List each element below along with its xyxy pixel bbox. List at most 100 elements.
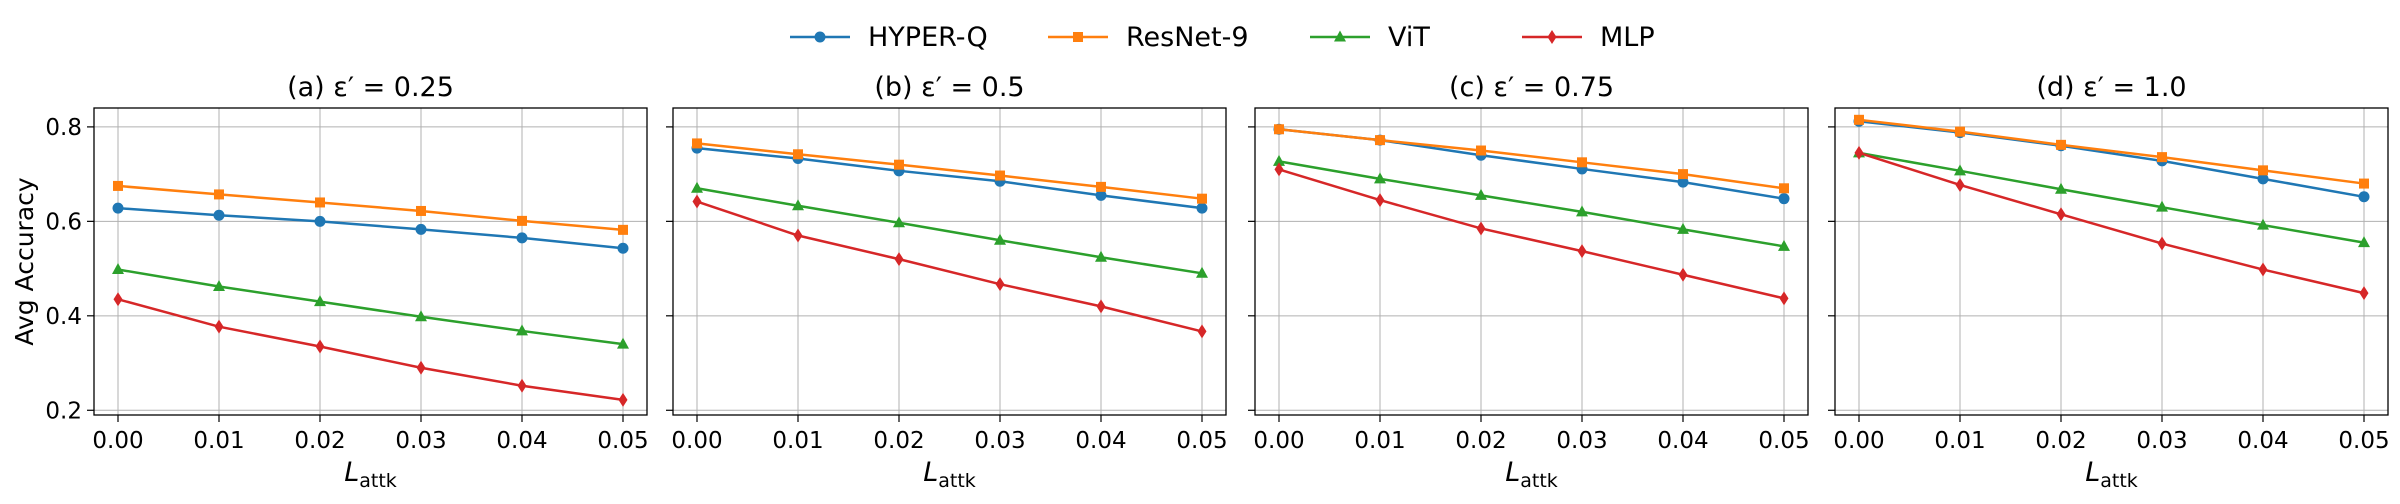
data-point xyxy=(2358,236,2370,248)
legend-item: ResNet-9 xyxy=(1048,22,1249,53)
data-point xyxy=(1475,188,1487,200)
x-tick-label: 0.05 xyxy=(1176,428,1227,454)
series-resnet-9 xyxy=(692,138,1207,204)
series-mlp xyxy=(113,292,628,407)
data-point xyxy=(2358,191,2370,203)
series-line xyxy=(117,206,624,250)
series-line xyxy=(696,142,1203,200)
series-vit xyxy=(112,263,629,349)
legend-marker xyxy=(814,31,826,43)
data-point xyxy=(2157,236,2167,251)
data-point xyxy=(692,194,702,209)
data-point xyxy=(894,159,904,170)
series-line xyxy=(117,268,624,346)
data-point xyxy=(617,242,629,254)
data-point xyxy=(415,310,427,322)
data-point xyxy=(213,280,225,292)
data-point xyxy=(517,378,527,393)
data-point xyxy=(1954,164,1966,176)
data-point xyxy=(1476,221,1486,236)
data-point xyxy=(1273,154,1285,166)
x-tick-label: 0.00 xyxy=(1253,428,1304,454)
data-point xyxy=(1197,193,1207,204)
data-point xyxy=(2258,165,2268,176)
legend-item: MLP xyxy=(1522,22,1655,53)
x-tick-label: 0.03 xyxy=(1556,428,1607,454)
series-mlp xyxy=(1274,162,1789,306)
series-resnet-9 xyxy=(1854,114,2369,189)
data-point xyxy=(1854,145,1864,160)
plot-frame xyxy=(1834,107,2389,416)
data-point xyxy=(416,360,426,375)
data-point xyxy=(1096,299,1106,314)
x-tick-label: 0.01 xyxy=(193,428,244,454)
data-point xyxy=(2056,207,2066,222)
x-tick-label: 0.04 xyxy=(496,428,547,454)
x-tick-label: 0.01 xyxy=(1354,428,1405,454)
x-tick-label: 0.05 xyxy=(2338,428,2389,454)
data-point xyxy=(2156,200,2168,212)
x-tick-label: 0.03 xyxy=(974,428,1025,454)
series-hyper-q xyxy=(112,202,629,254)
data-point xyxy=(618,224,628,235)
data-point xyxy=(1955,126,1965,137)
data-point xyxy=(1854,114,1864,125)
data-point xyxy=(214,189,224,200)
data-point xyxy=(618,392,628,407)
series-line xyxy=(696,187,1203,275)
data-point xyxy=(995,277,1005,292)
data-point xyxy=(1274,124,1284,135)
data-point xyxy=(112,202,124,214)
chart-panel-b: 0.00 0.01 0.02 0.03 0.04 0.05 (b) ε′ = 0.5 Latt… xyxy=(666,72,1228,492)
data-point xyxy=(415,223,427,235)
data-point xyxy=(2157,152,2167,163)
data-point xyxy=(2359,178,2369,189)
data-point xyxy=(315,339,325,354)
data-point xyxy=(314,215,326,227)
data-point xyxy=(213,209,225,221)
data-point xyxy=(1955,177,1965,192)
x-tick-label: 0.00 xyxy=(92,428,143,454)
legend-marker xyxy=(1547,30,1557,44)
x-tick-label: 0.04 xyxy=(1075,428,1126,454)
y-axis-label: Avg Accuracy xyxy=(10,177,39,346)
data-point xyxy=(894,252,904,267)
data-point xyxy=(1779,291,1789,306)
series-vit xyxy=(1273,154,1790,251)
x-tick-label: 0.04 xyxy=(1657,428,1708,454)
series-resnet-9 xyxy=(1274,124,1789,194)
data-point xyxy=(1576,205,1588,217)
data-point xyxy=(1375,135,1385,146)
series-line xyxy=(1858,151,2365,244)
data-point xyxy=(893,216,905,228)
series-line xyxy=(1278,128,1785,200)
x-tick-label: 0.03 xyxy=(2136,428,2187,454)
series-line xyxy=(1858,151,2365,295)
series-mlp xyxy=(692,194,1207,339)
data-point xyxy=(1196,202,1208,214)
x-axis-label: Lattk xyxy=(1505,457,1558,492)
data-point xyxy=(995,170,1005,181)
data-point xyxy=(1197,324,1207,339)
data-point xyxy=(793,149,803,160)
data-point xyxy=(1577,157,1587,168)
legend-label: ViT xyxy=(1388,22,1430,53)
legend-label: MLP xyxy=(1600,22,1655,53)
data-point xyxy=(793,228,803,243)
panel-title: (a) ε′ = 0.25 xyxy=(287,72,454,103)
x-tick-label: 0.02 xyxy=(873,428,924,454)
x-tick-label: 0.02 xyxy=(294,428,345,454)
data-point xyxy=(2257,173,2269,185)
data-point xyxy=(1274,162,1284,177)
panel-title: (d) ε′ = 1.0 xyxy=(2036,72,2186,103)
series-hyper-q xyxy=(691,142,1208,214)
y-tick-label: 0.8 xyxy=(45,115,82,141)
data-point xyxy=(315,197,325,208)
series-vit xyxy=(1853,146,2370,248)
data-point xyxy=(1374,172,1386,184)
legend-label: ResNet-9 xyxy=(1126,22,1249,53)
x-tick-label: 0.02 xyxy=(1455,428,1506,454)
series-line xyxy=(1278,128,1785,190)
data-point xyxy=(2055,182,2067,194)
